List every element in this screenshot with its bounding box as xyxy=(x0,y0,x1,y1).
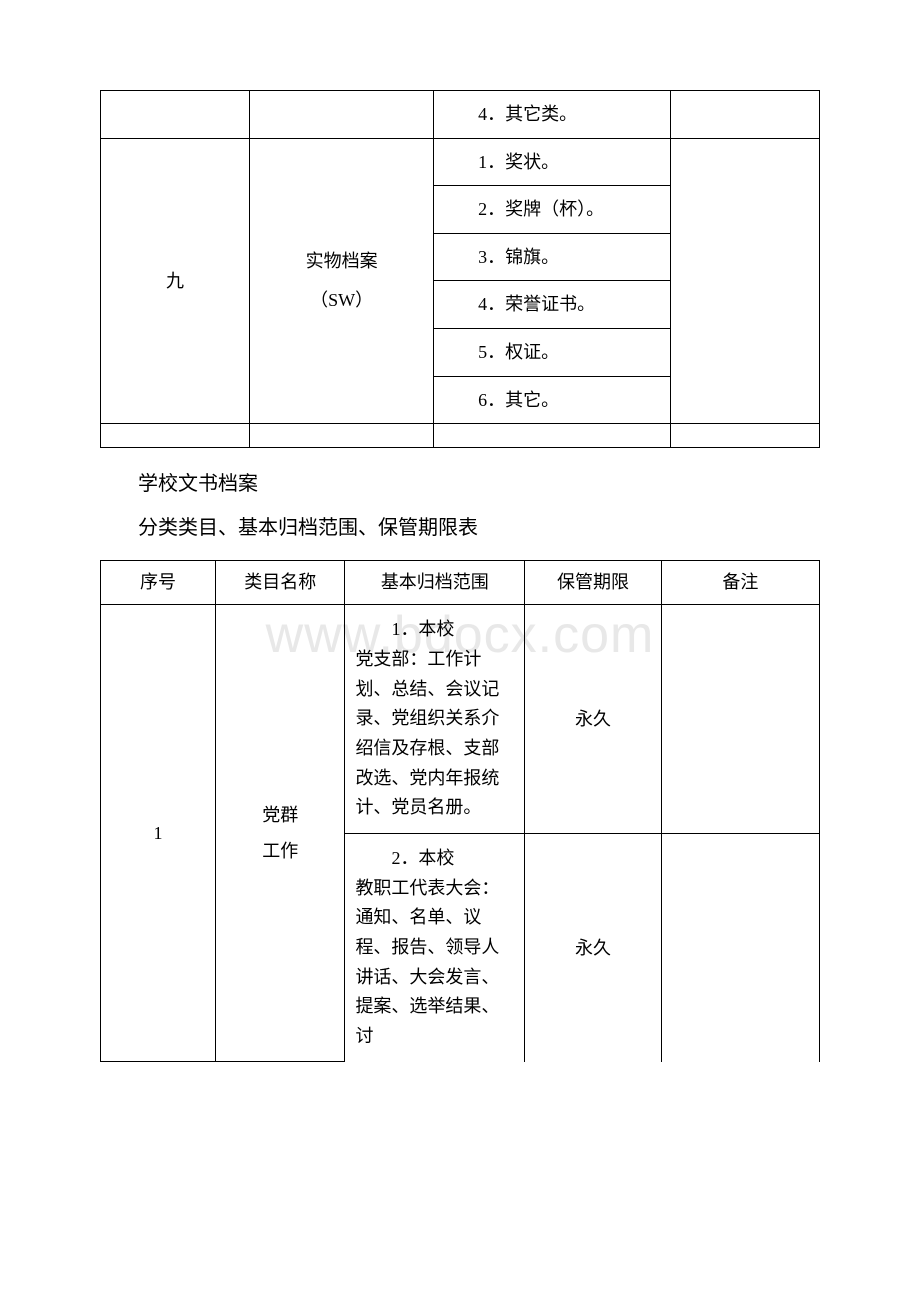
cell-cat-physical: 实物档案 （SW） xyxy=(250,138,434,424)
cat-line2: 工作 xyxy=(220,836,340,867)
scope-text: 2．奖牌（杯）。 xyxy=(442,194,662,225)
header-note: 备注 xyxy=(661,561,819,605)
header-period: 保管期限 xyxy=(525,561,662,605)
cell-scope-1: 1．奖状。 xyxy=(434,138,671,186)
scope-rest: 教职工代表大会：通知、名单、议程、报告、领导人讲话、大会发言、提案、选举结果、讨 xyxy=(355,874,514,1052)
scope-text: 1．奖状。 xyxy=(442,147,662,178)
cell-period-2: 永久 xyxy=(525,833,662,1061)
archive-table-2: 序号 类目名称 基本归档范围 保管期限 备注 1 党群 工作 1．本校 党支部：… xyxy=(100,560,820,1062)
scope-first: 1．本校 xyxy=(355,615,514,645)
cat-line1: 党群 xyxy=(220,800,340,831)
cell-scope-party-1: 1．本校 党支部：工作计划、总结、会议记录、党组织关系介绍信及存根、支部改选、党… xyxy=(345,605,525,834)
cell-note-empty xyxy=(661,833,819,1061)
section-subtitle: 分类类目、基本归档范围、保管期限表 xyxy=(138,510,820,546)
scope-text: 4．其它类。 xyxy=(442,99,662,130)
cell-period-1: 永久 xyxy=(525,605,662,834)
scope-first: 2．本校 xyxy=(355,844,514,874)
cell-scope-6: 6．其它。 xyxy=(434,376,671,424)
cell-scope-3: 3．锦旗。 xyxy=(434,233,671,281)
cell-empty xyxy=(670,424,819,448)
scope-text: 5．权证。 xyxy=(442,337,662,368)
scope-text: 6．其它。 xyxy=(442,385,662,416)
cell-cat-party: 党群 工作 xyxy=(216,605,345,1062)
table-header-row: 序号 类目名称 基本归档范围 保管期限 备注 xyxy=(101,561,820,605)
table-row-1a: 1 党群 工作 1．本校 党支部：工作计划、总结、会议记录、党组织关系介绍信及存… xyxy=(101,605,820,834)
cell-seq-empty xyxy=(101,91,250,139)
cell-note-empty xyxy=(661,605,819,834)
cell-empty xyxy=(250,424,434,448)
section-title: 学校文书档案 xyxy=(138,466,820,502)
header-seq: 序号 xyxy=(101,561,216,605)
cell-period-empty xyxy=(670,91,819,139)
archive-table-1: 4．其它类。 九 实物档案 （SW） 1．奖状。 2．奖牌（杯）。 3．锦旗。 … xyxy=(100,90,820,448)
cell-scope-2: 2．奖牌（杯）。 xyxy=(434,186,671,234)
cell-seq-1: 1 xyxy=(101,605,216,1062)
cell-seq-nine: 九 xyxy=(101,138,250,424)
scope-text: 3．锦旗。 xyxy=(442,242,662,273)
cell-scope-5: 5．权证。 xyxy=(434,328,671,376)
cell-period-empty xyxy=(670,138,819,424)
table-row-empty xyxy=(101,424,820,448)
cell-cat-empty xyxy=(250,91,434,139)
table-row-nine-1: 九 实物档案 （SW） 1．奖状。 xyxy=(101,138,820,186)
cat-line1: 实物档案 xyxy=(254,246,429,277)
table-row-continuation: 4．其它类。 xyxy=(101,91,820,139)
header-category: 类目名称 xyxy=(216,561,345,605)
cat-line2: （SW） xyxy=(254,285,429,316)
scope-text: 4．荣誉证书。 xyxy=(442,289,662,320)
scope-rest: 党支部：工作计划、总结、会议记录、党组织关系介绍信及存根、支部改选、党内年报统计… xyxy=(355,645,514,823)
cell-scope-other: 4．其它类。 xyxy=(434,91,671,139)
cell-scope-party-2: 2．本校 教职工代表大会：通知、名单、议程、报告、领导人讲话、大会发言、提案、选… xyxy=(345,833,525,1061)
header-scope: 基本归档范围 xyxy=(345,561,525,605)
cell-scope-4: 4．荣誉证书。 xyxy=(434,281,671,329)
cell-empty xyxy=(101,424,250,448)
cell-empty xyxy=(434,424,671,448)
